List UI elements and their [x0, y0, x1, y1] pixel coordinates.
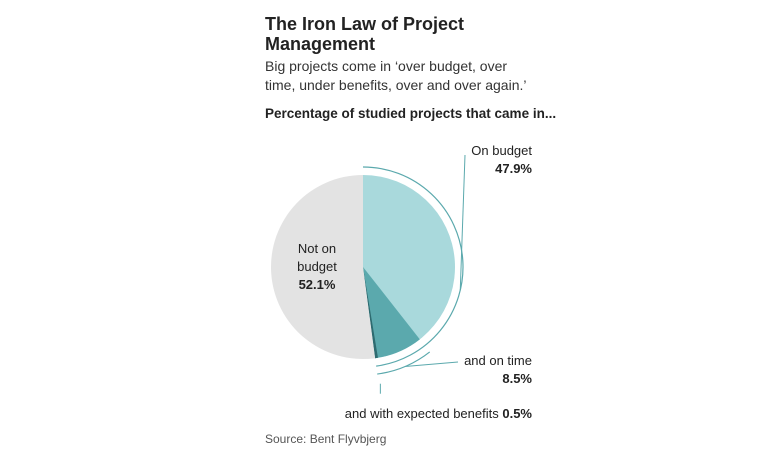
leader-line [404, 361, 459, 368]
title: The Iron Law of Project Management [265, 14, 465, 54]
label: On budget 47.9% [471, 142, 532, 178]
category-label: On budget [471, 143, 532, 158]
label: and with expected benefits 0.5% [345, 405, 532, 423]
label: and on time 8.5% [464, 352, 532, 388]
value-label: 47.9% [495, 161, 532, 176]
bracket-arc [377, 351, 431, 375]
leader-line [459, 154, 466, 291]
category-label: Not on budget [297, 241, 337, 274]
category-label: and with expected benefits [344, 406, 499, 421]
pie-slice [363, 267, 378, 359]
pie-slice [363, 267, 420, 359]
subtitle: Big projects come in ‘over budget, over … [265, 58, 527, 93]
label: Not on budget 52.1% [282, 240, 352, 294]
bracket-arc [362, 166, 464, 367]
source: Source: Bent Flyvbjerg [265, 432, 387, 446]
value-label: 52.1% [298, 277, 336, 292]
pie-slice [270, 175, 376, 359]
category-label: and on time [464, 353, 532, 368]
chart-title: Percentage of studied projects that came… [265, 106, 557, 121]
value-label: 0.5% [502, 406, 532, 421]
value-label: 8.5% [502, 371, 532, 386]
